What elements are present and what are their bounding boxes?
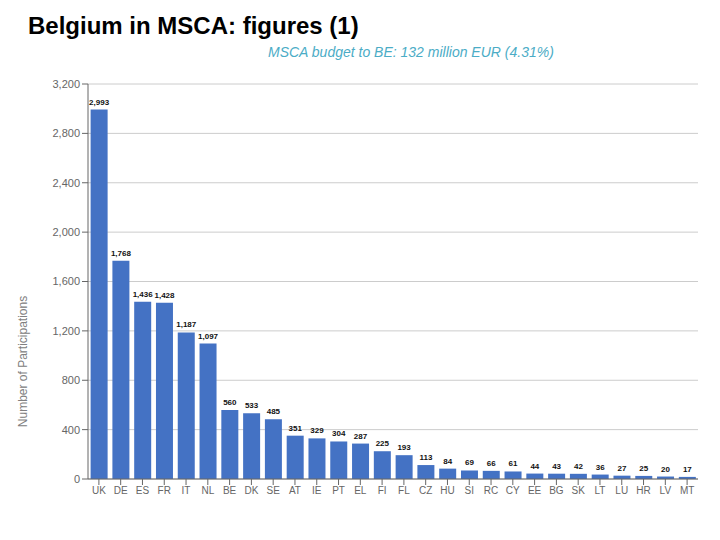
svg-text:61: 61 — [509, 459, 518, 468]
svg-text:MT: MT — [680, 485, 694, 496]
svg-text:HU: HU — [440, 485, 454, 496]
svg-text:PT: PT — [332, 485, 345, 496]
svg-text:1,436: 1,436 — [133, 290, 154, 299]
svg-text:44: 44 — [530, 462, 539, 471]
svg-text:CY: CY — [506, 485, 520, 496]
svg-text:1,097: 1,097 — [198, 332, 219, 341]
svg-text:DK: DK — [244, 485, 258, 496]
svg-text:329: 329 — [310, 426, 324, 435]
svg-text:HR: HR — [636, 485, 650, 496]
svg-text:0: 0 — [74, 473, 80, 485]
svg-text:BE: BE — [223, 485, 237, 496]
svg-text:25: 25 — [639, 464, 648, 473]
svg-text:SE: SE — [267, 485, 281, 496]
svg-text:485: 485 — [267, 407, 281, 416]
svg-text:LU: LU — [615, 485, 628, 496]
svg-text:27: 27 — [618, 464, 627, 473]
svg-text:FL: FL — [398, 485, 410, 496]
svg-text:1,187: 1,187 — [176, 320, 197, 329]
svg-text:36: 36 — [596, 463, 605, 472]
svg-text:351: 351 — [289, 424, 303, 433]
svg-text:3,200: 3,200 — [52, 78, 80, 90]
svg-text:69: 69 — [465, 458, 474, 467]
svg-text:225: 225 — [376, 439, 390, 448]
svg-text:IT: IT — [182, 485, 191, 496]
svg-text:UK: UK — [92, 485, 106, 496]
svg-text:1,600: 1,600 — [52, 275, 80, 287]
svg-text:AT: AT — [289, 485, 301, 496]
svg-text:FR: FR — [158, 485, 171, 496]
svg-text:CZ: CZ — [419, 485, 432, 496]
svg-text:LV: LV — [660, 485, 672, 496]
svg-text:IE: IE — [312, 485, 322, 496]
svg-text:EL: EL — [354, 485, 367, 496]
html-text:MSCA budget to BE: 132 million: MSCA budget to BE: 132 million EUR (4.31… — [268, 44, 554, 60]
svg-text:2,000: 2,000 — [52, 226, 80, 238]
svg-text:43: 43 — [552, 462, 561, 471]
svg-text:400: 400 — [62, 424, 80, 436]
svg-text:800: 800 — [62, 374, 80, 386]
svg-text:2,993: 2,993 — [89, 98, 110, 107]
svg-text:1,428: 1,428 — [154, 291, 175, 300]
svg-text:NL: NL — [201, 485, 214, 496]
svg-text:DE: DE — [114, 485, 128, 496]
svg-text:193: 193 — [397, 443, 411, 452]
svg-text:42: 42 — [574, 462, 583, 471]
svg-text:66: 66 — [487, 459, 496, 468]
svg-text:304: 304 — [332, 429, 346, 438]
svg-text:1,768: 1,768 — [111, 249, 132, 258]
svg-text:1,200: 1,200 — [52, 325, 80, 337]
svg-text:17: 17 — [683, 465, 692, 474]
svg-text:SK: SK — [572, 485, 586, 496]
svg-text:FI: FI — [378, 485, 387, 496]
svg-text:SI: SI — [465, 485, 474, 496]
svg-text:EE: EE — [528, 485, 542, 496]
svg-text:287: 287 — [354, 432, 368, 441]
svg-text:ES: ES — [136, 485, 150, 496]
svg-text:Number of Participations: Number of Participations — [16, 296, 30, 427]
svg-text:84: 84 — [443, 457, 452, 466]
svg-text:533: 533 — [245, 401, 259, 410]
svg-text:BG: BG — [549, 485, 564, 496]
svg-text:113: 113 — [419, 453, 432, 462]
svg-text:RC: RC — [484, 485, 498, 496]
svg-text:LT: LT — [594, 485, 605, 496]
svg-text:2,400: 2,400 — [52, 177, 80, 189]
html-text:Belgium in MSCA: figures (1): Belgium in MSCA: figures (1) — [28, 12, 359, 39]
svg-text:2,800: 2,800 — [52, 127, 80, 139]
svg-text:20: 20 — [661, 465, 670, 474]
svg-text:560: 560 — [223, 398, 237, 407]
